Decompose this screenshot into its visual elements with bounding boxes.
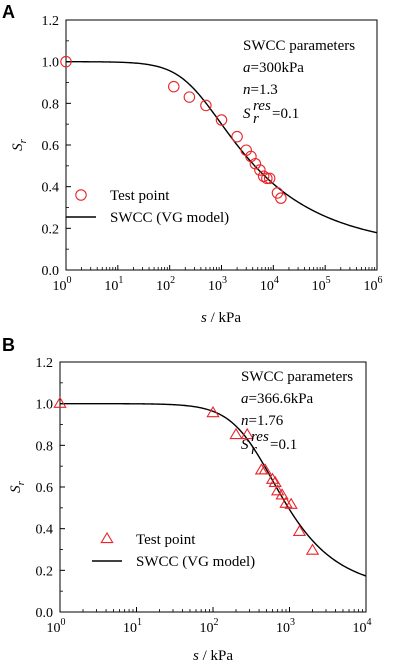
annotation-sres-sup: res	[253, 98, 271, 114]
panel-a-legend: Test point SWCC (VG model)	[66, 188, 229, 226]
x-tick-label: 100	[47, 617, 66, 636]
legend-label-curve: SWCC (VG model)	[136, 554, 255, 570]
test-point	[231, 130, 243, 143]
test-point	[206, 405, 220, 418]
x-tick-label: 103	[276, 617, 295, 636]
test-point	[268, 475, 282, 487]
y-tick-label: 1.2	[42, 14, 60, 29]
test-point	[240, 427, 254, 440]
annotation-a: a=366.6kPa	[241, 391, 314, 407]
test-point	[215, 114, 228, 126]
annotation-title: SWCC parameters	[243, 38, 355, 54]
x-axis-title: s / kPa	[193, 648, 233, 664]
panel-a-curve-layer	[66, 60, 378, 234]
test-point	[257, 170, 270, 183]
test-point	[305, 543, 320, 555]
panel-a: A 100 101 102 103 104 105 106 0.0 0.2 0.4 0.6 0.8 1.…	[2, 2, 383, 326]
annotation-n: n=1.76	[241, 413, 284, 429]
y-tick-label: 1.0	[36, 398, 54, 413]
x-tick-label: 106	[364, 275, 383, 294]
legend-label-curve: SWCC (VG model)	[110, 210, 229, 226]
panel-b-letter: B	[2, 335, 15, 355]
test-point	[292, 524, 307, 536]
y-tick-label: 0.4	[36, 523, 54, 538]
panel-b-plot-frame	[59, 361, 367, 613]
y-tick-label: 0.8	[36, 439, 54, 454]
panel-b: B 100 101 102 103 104 0.0 0.2 0.4 0.6 0.8 1.0 1.2 S…	[2, 335, 372, 664]
x-tick-label: 103	[208, 275, 227, 294]
legend-label-points: Test point	[136, 532, 196, 548]
annotation-sres-sub: r	[251, 442, 257, 458]
panel-a-plot-frame	[65, 19, 378, 271]
swcc-curve	[66, 60, 378, 234]
test-point	[263, 172, 276, 185]
annotation-sres: S	[241, 437, 249, 453]
legend-marker	[75, 189, 87, 201]
test-point	[200, 99, 212, 112]
annotation-sres-sup: res	[251, 429, 269, 445]
swcc-curve	[60, 402, 367, 577]
y-tick-label: 0.2	[42, 222, 60, 237]
y-tick-label: 1.0	[42, 56, 60, 71]
test-point	[229, 427, 243, 440]
test-point	[265, 472, 280, 484]
test-point	[249, 158, 262, 170]
y-tick-label: 0.8	[42, 97, 60, 112]
x-tick-label: 100	[53, 275, 72, 294]
y-tick-label: 0.0	[42, 264, 60, 279]
panel-a-points	[60, 55, 287, 204]
annotation-sres-value: =0.1	[270, 437, 297, 453]
annotation-a: a=300kPa	[243, 60, 304, 76]
test-point	[270, 484, 285, 496]
annotation-title: SWCC parameters	[241, 369, 353, 385]
x-tick-label: 101	[123, 617, 142, 636]
panel-a-letter: A	[2, 2, 15, 22]
legend-label-points: Test point	[110, 188, 170, 204]
test-point	[275, 488, 289, 500]
y-tick-label: 0.6	[36, 481, 54, 496]
panel-a-axis-titles: s / kPa Sr	[10, 138, 241, 326]
y-tick-label: 1.2	[36, 356, 54, 371]
panel-a-ticks: 100 101 102 103 104 105 106 0.0 0.2 0.4 0.6 0.8 1.0 1…	[42, 14, 383, 294]
panel-b-points	[53, 396, 320, 555]
x-tick-label: 102	[156, 275, 175, 294]
panel-b-curve-layer	[60, 402, 367, 577]
panel-b-legend: Test point SWCC (VG model)	[92, 531, 255, 570]
test-point	[168, 80, 180, 93]
y-tick-label: 0.2	[36, 564, 54, 579]
test-point	[261, 172, 273, 185]
y-tick-label: 0.0	[36, 606, 54, 621]
y-axis-title: Sr	[8, 480, 27, 493]
y-axis-title: Sr	[10, 138, 29, 151]
panel-b-axis-titles: s / kPa Sr	[8, 480, 233, 664]
x-axis-title: s / kPa	[201, 310, 241, 326]
annotation-n: n=1.3	[243, 82, 278, 98]
annotation-sres-sub: r	[253, 111, 259, 127]
test-point	[60, 55, 72, 68]
panel-b-ticks: 100 101 102 103 104 0.0 0.2 0.4 0.6 0.8 1.0 1.2	[36, 356, 372, 636]
x-tick-label: 102	[200, 617, 219, 636]
test-point	[258, 463, 272, 475]
x-tick-label: 104	[260, 275, 279, 294]
test-point	[254, 164, 266, 176]
x-tick-label: 101	[104, 275, 123, 294]
y-tick-label: 0.4	[42, 181, 60, 196]
test-point	[284, 497, 298, 509]
legend-marker	[100, 531, 114, 544]
annotation-sres: S	[243, 106, 251, 122]
annotation-sres-value: =0.1	[272, 106, 299, 122]
x-tick-label: 104	[353, 617, 372, 636]
y-tick-label: 0.6	[42, 139, 60, 154]
test-point	[183, 91, 196, 103]
test-point	[275, 192, 287, 204]
test-point	[53, 396, 67, 408]
x-tick-label: 105	[312, 275, 331, 294]
